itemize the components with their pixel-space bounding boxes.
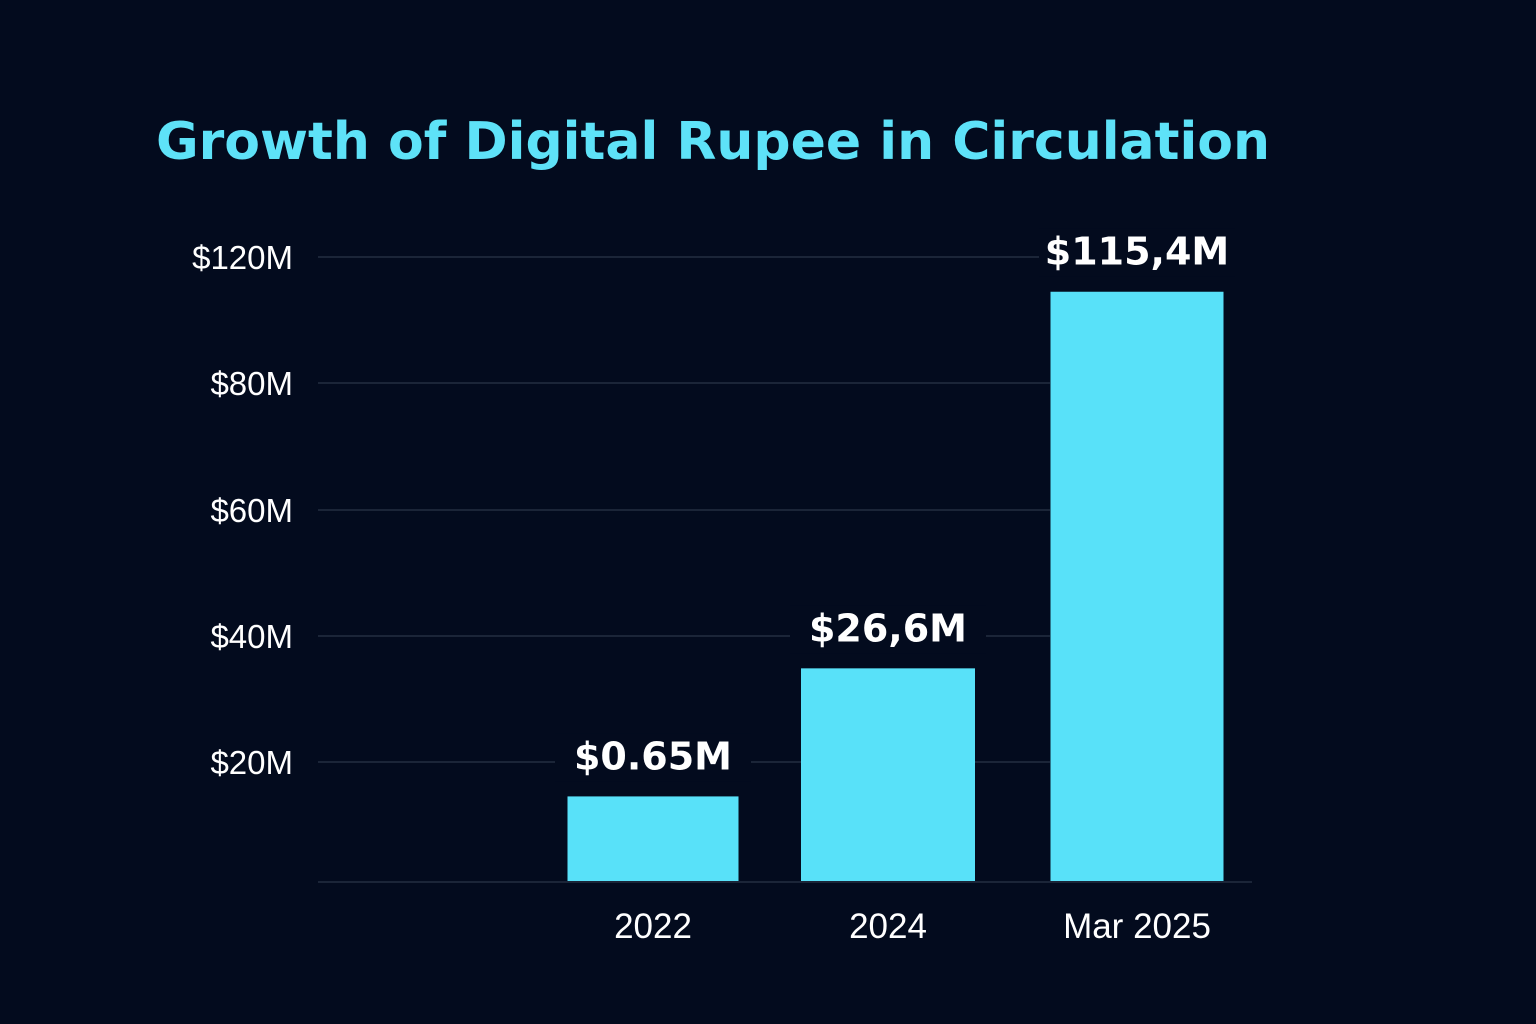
data-label-2: $115,4M bbox=[1045, 230, 1229, 274]
x-tick-label-1: 2024 bbox=[849, 907, 927, 946]
y-tick-label: $40M bbox=[210, 618, 293, 655]
y-tick-label: $20M bbox=[210, 744, 293, 781]
x-tick-label-0: 2022 bbox=[614, 907, 692, 946]
chart-title: Growth of Digital Rupee in Circulation bbox=[156, 112, 1270, 172]
y-tick-label: $120M bbox=[192, 239, 293, 276]
bar-0 bbox=[567, 796, 739, 881]
value-label-backdrop bbox=[555, 733, 751, 782]
bar-1 bbox=[801, 668, 975, 881]
value-label-backdrop bbox=[790, 605, 986, 654]
y-axis-ticks: $20M $40M $60M $80M $120M bbox=[192, 239, 293, 781]
data-label-0: $0.65M bbox=[574, 734, 732, 778]
data-label-1: $26,6M bbox=[809, 606, 967, 650]
value-label-backdrop bbox=[1039, 228, 1235, 277]
bar-2 bbox=[1050, 291, 1224, 882]
bars: $0.65M $26,6M $115,4M bbox=[555, 228, 1235, 882]
y-tick-label: $80M bbox=[210, 365, 293, 402]
x-axis-ticks: 2022 2024 Mar 2025 bbox=[614, 907, 1211, 946]
x-tick-label-2: Mar 2025 bbox=[1063, 907, 1211, 946]
y-tick-label: $60M bbox=[210, 492, 293, 529]
